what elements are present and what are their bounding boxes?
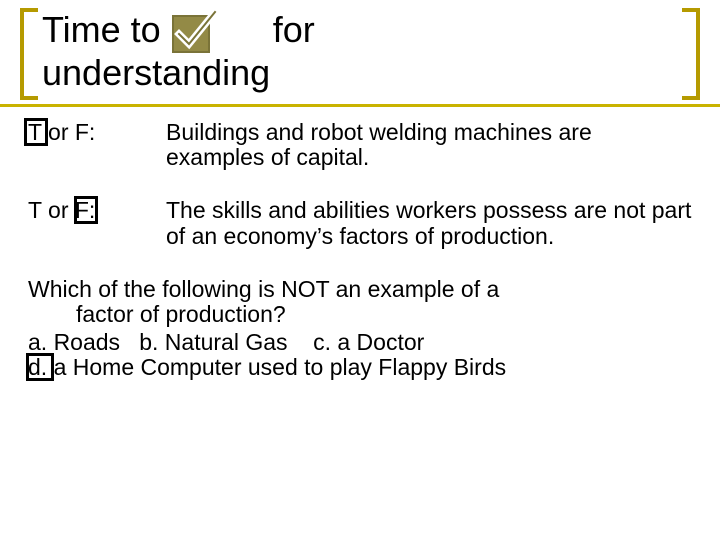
mc-question: Which of the following is NOT an example…: [28, 277, 692, 380]
left-bracket-icon: [20, 8, 40, 100]
tf-question-1: T or F: Buildings and robot welding mach…: [28, 120, 692, 171]
tf-text-1: Buildings and robot welding machines are…: [166, 120, 692, 171]
divider-rule: [0, 104, 720, 107]
mc-q-line2: factor of production?: [76, 302, 692, 327]
tf-text-2: The skills and abilities workers possess…: [166, 198, 692, 249]
tf-label-1: T or F:: [28, 120, 166, 145]
mc-row-2-text: d. a Home Computer used to play Flappy B…: [28, 354, 506, 380]
title-line2: understanding: [42, 54, 612, 92]
checkbox-icon: [169, 8, 217, 56]
mc-row-2: d. a Home Computer used to play Flappy B…: [28, 355, 692, 380]
tf-question-2: T or F: The skills and abilities workers…: [28, 198, 692, 249]
mc-options: a. Roads b. Natural Gas c. a Doctor d. a…: [28, 330, 692, 381]
mc-row-1: a. Roads b. Natural Gas c. a Doctor: [28, 330, 692, 355]
tf-label-2: T or F:: [28, 198, 166, 223]
tf-label-2-text: T or F:: [28, 197, 95, 223]
title-post: for: [273, 11, 315, 49]
tf-label-1-text: T or F:: [28, 119, 95, 145]
title-block: Time to for understanding: [28, 6, 692, 92]
slide-title: Time to for understanding: [28, 6, 692, 92]
mc-q-line1: Which of the following is NOT an example…: [28, 277, 692, 302]
title-pre: Time to: [42, 11, 161, 49]
slide: Time to for understanding: [0, 0, 720, 540]
right-bracket-icon: [680, 8, 700, 100]
content-area: T or F: Buildings and robot welding mach…: [28, 120, 692, 380]
